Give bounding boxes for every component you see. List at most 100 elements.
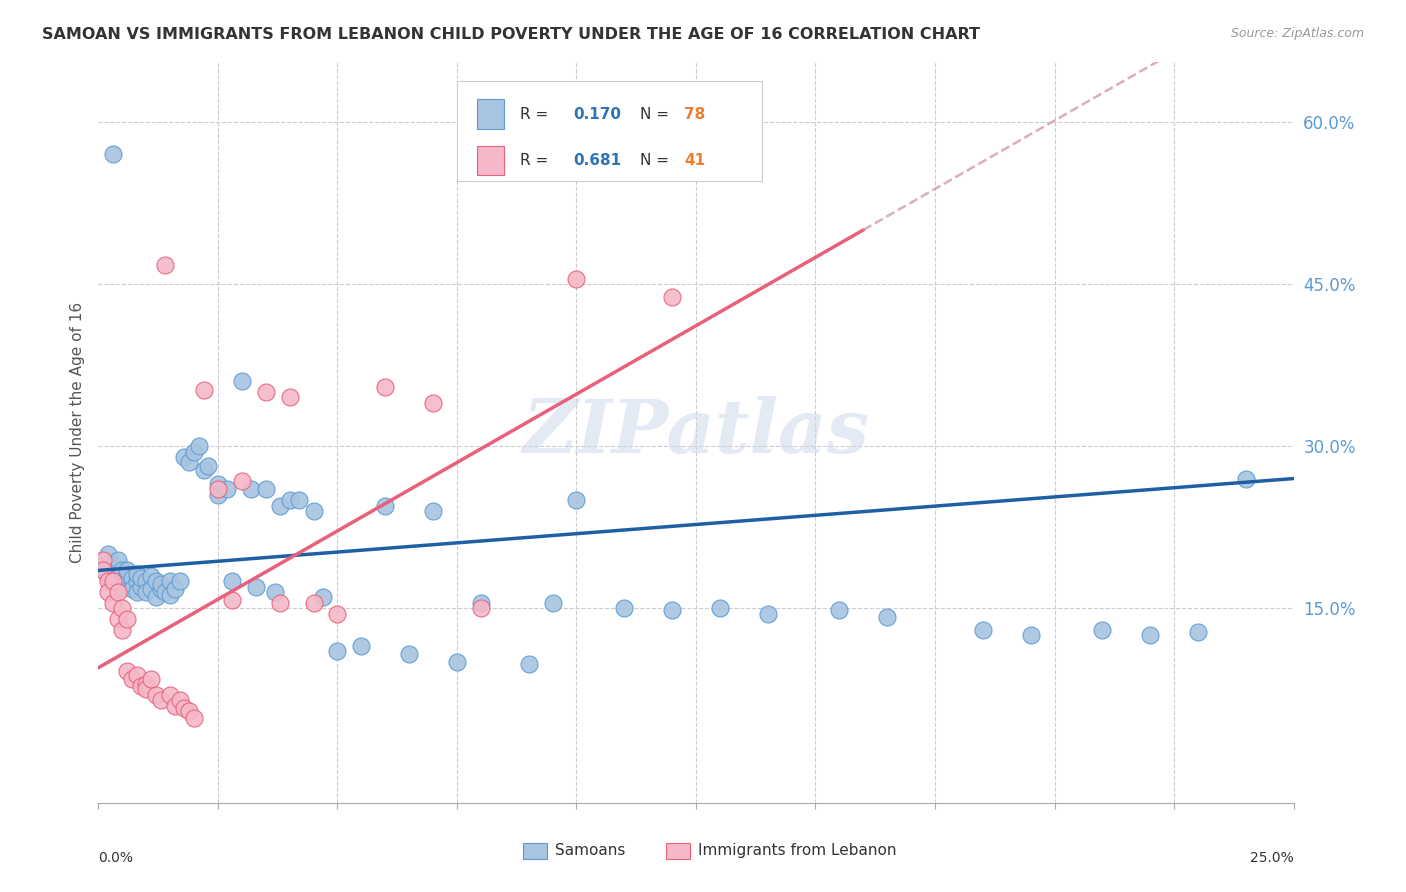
- Point: [264, 585, 287, 599]
- Point: [972, 623, 994, 637]
- Point: [91, 552, 114, 566]
- Point: [240, 483, 263, 497]
- Point: [326, 607, 349, 621]
- Point: [254, 483, 277, 497]
- Point: [197, 458, 219, 473]
- Point: [470, 596, 492, 610]
- Point: [163, 582, 186, 596]
- Point: [135, 574, 157, 589]
- Point: [173, 450, 195, 464]
- Point: [517, 657, 540, 672]
- Text: 78: 78: [685, 107, 706, 122]
- Point: [312, 591, 335, 605]
- Point: [107, 585, 129, 599]
- Point: [97, 574, 120, 589]
- Point: [111, 601, 134, 615]
- Point: [565, 271, 588, 285]
- Point: [187, 439, 209, 453]
- Point: [231, 374, 253, 388]
- Point: [221, 574, 243, 589]
- Point: [91, 552, 114, 566]
- Point: [288, 493, 311, 508]
- Point: [302, 504, 325, 518]
- Point: [876, 610, 898, 624]
- Point: [398, 647, 420, 661]
- Text: 0.681: 0.681: [572, 153, 621, 168]
- Point: [155, 585, 177, 599]
- Text: Samoans: Samoans: [555, 844, 626, 858]
- Point: [91, 563, 114, 577]
- Point: [135, 682, 157, 697]
- Point: [179, 455, 201, 469]
- Point: [1091, 623, 1114, 637]
- Point: [350, 639, 373, 653]
- Point: [217, 483, 239, 497]
- Point: [97, 547, 120, 561]
- Point: [125, 566, 148, 581]
- Point: [169, 574, 191, 589]
- Point: [139, 582, 162, 596]
- Point: [115, 612, 138, 626]
- Text: Immigrants from Lebanon: Immigrants from Lebanon: [699, 844, 897, 858]
- Point: [374, 499, 396, 513]
- FancyBboxPatch shape: [457, 81, 762, 181]
- Point: [269, 499, 291, 513]
- Bar: [666, 843, 690, 859]
- Text: Source: ZipAtlas.com: Source: ZipAtlas.com: [1230, 27, 1364, 40]
- Point: [613, 601, 636, 615]
- Point: [183, 444, 205, 458]
- Point: [326, 644, 349, 658]
- Point: [1234, 471, 1257, 485]
- Point: [374, 380, 396, 394]
- Point: [97, 585, 120, 599]
- Point: [1019, 628, 1042, 642]
- Point: [159, 574, 181, 589]
- Point: [107, 552, 129, 566]
- Point: [254, 385, 277, 400]
- Point: [278, 493, 301, 508]
- Point: [139, 672, 162, 686]
- Bar: [477, 99, 503, 129]
- Point: [149, 577, 172, 591]
- Point: [145, 688, 167, 702]
- Text: 0.170: 0.170: [572, 107, 621, 122]
- Point: [111, 574, 134, 589]
- Text: 25.0%: 25.0%: [1250, 851, 1294, 865]
- Point: [121, 577, 143, 591]
- Text: SAMOAN VS IMMIGRANTS FROM LEBANON CHILD POVERTY UNDER THE AGE OF 16 CORRELATION : SAMOAN VS IMMIGRANTS FROM LEBANON CHILD …: [42, 27, 980, 42]
- Point: [422, 396, 444, 410]
- Point: [121, 582, 143, 596]
- Point: [107, 612, 129, 626]
- Point: [661, 290, 683, 304]
- Point: [115, 563, 138, 577]
- Point: [541, 596, 564, 610]
- Point: [135, 585, 157, 599]
- Point: [269, 596, 291, 610]
- Point: [173, 700, 195, 714]
- Point: [302, 596, 325, 610]
- Point: [828, 603, 851, 617]
- Text: 0.0%: 0.0%: [98, 851, 134, 865]
- Point: [207, 488, 229, 502]
- Point: [107, 569, 129, 583]
- Point: [193, 463, 215, 477]
- Point: [135, 677, 157, 691]
- Point: [101, 147, 124, 161]
- Point: [756, 607, 779, 621]
- Text: 41: 41: [685, 153, 706, 168]
- Point: [91, 563, 114, 577]
- Point: [193, 383, 215, 397]
- Point: [125, 574, 148, 589]
- Point: [231, 474, 253, 488]
- Point: [139, 569, 162, 583]
- Point: [446, 655, 468, 669]
- Text: R =: R =: [520, 153, 554, 168]
- Point: [245, 580, 267, 594]
- Text: R =: R =: [520, 107, 554, 122]
- Point: [101, 558, 124, 572]
- Point: [101, 574, 124, 589]
- Point: [1187, 625, 1209, 640]
- Point: [159, 688, 181, 702]
- Point: [131, 580, 153, 594]
- Point: [169, 693, 191, 707]
